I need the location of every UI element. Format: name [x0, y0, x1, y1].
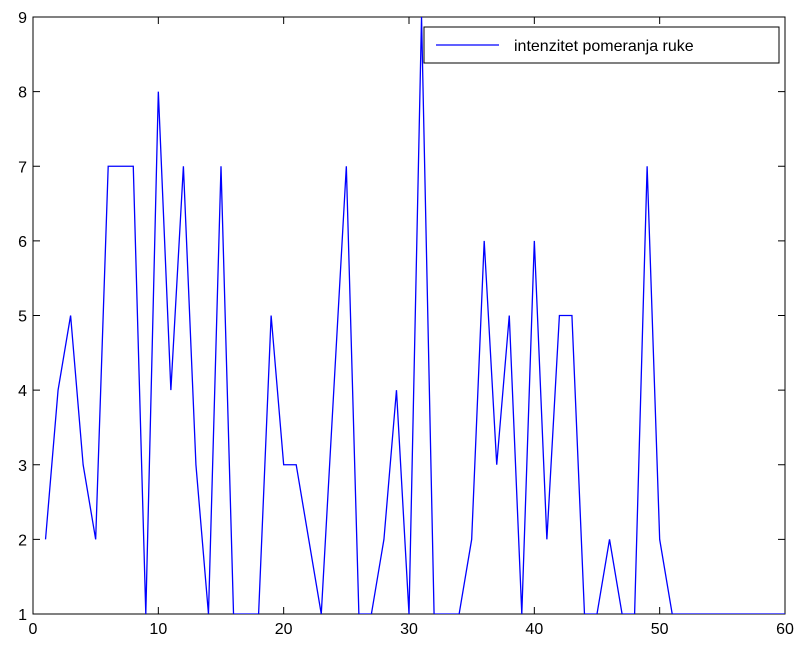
x-tick-label: 30 — [400, 621, 418, 638]
x-tick-label: 60 — [776, 621, 794, 638]
x-tick-label: 0 — [29, 621, 38, 638]
y-tick-label: 1 — [18, 607, 27, 624]
series-line-0 — [44, 17, 785, 614]
plot-area — [32, 16, 786, 615]
legend: intenzitet pomeranja ruke — [423, 26, 780, 64]
y-tick-label: 7 — [18, 159, 27, 176]
y-tick-label: 8 — [18, 85, 27, 102]
x-tick-label: 50 — [651, 621, 669, 638]
x-tick-label: 20 — [275, 621, 293, 638]
y-tick-label: 4 — [18, 383, 27, 400]
y-tick-label: 6 — [18, 234, 27, 251]
legend-label: intenzitet pomeranja ruke — [514, 38, 694, 55]
y-tick-label: 5 — [18, 309, 27, 326]
y-tick-label: 2 — [18, 532, 27, 549]
y-tick-label: 3 — [18, 458, 27, 475]
series-layer — [44, 17, 785, 614]
y-tick-label: 9 — [18, 10, 27, 27]
x-tick-label: 10 — [149, 621, 167, 638]
x-tick-label: 40 — [525, 621, 543, 638]
axes: 0 10 20 30 40 50 60 1 2 3 4 5 6 7 8 9 — [18, 10, 794, 638]
